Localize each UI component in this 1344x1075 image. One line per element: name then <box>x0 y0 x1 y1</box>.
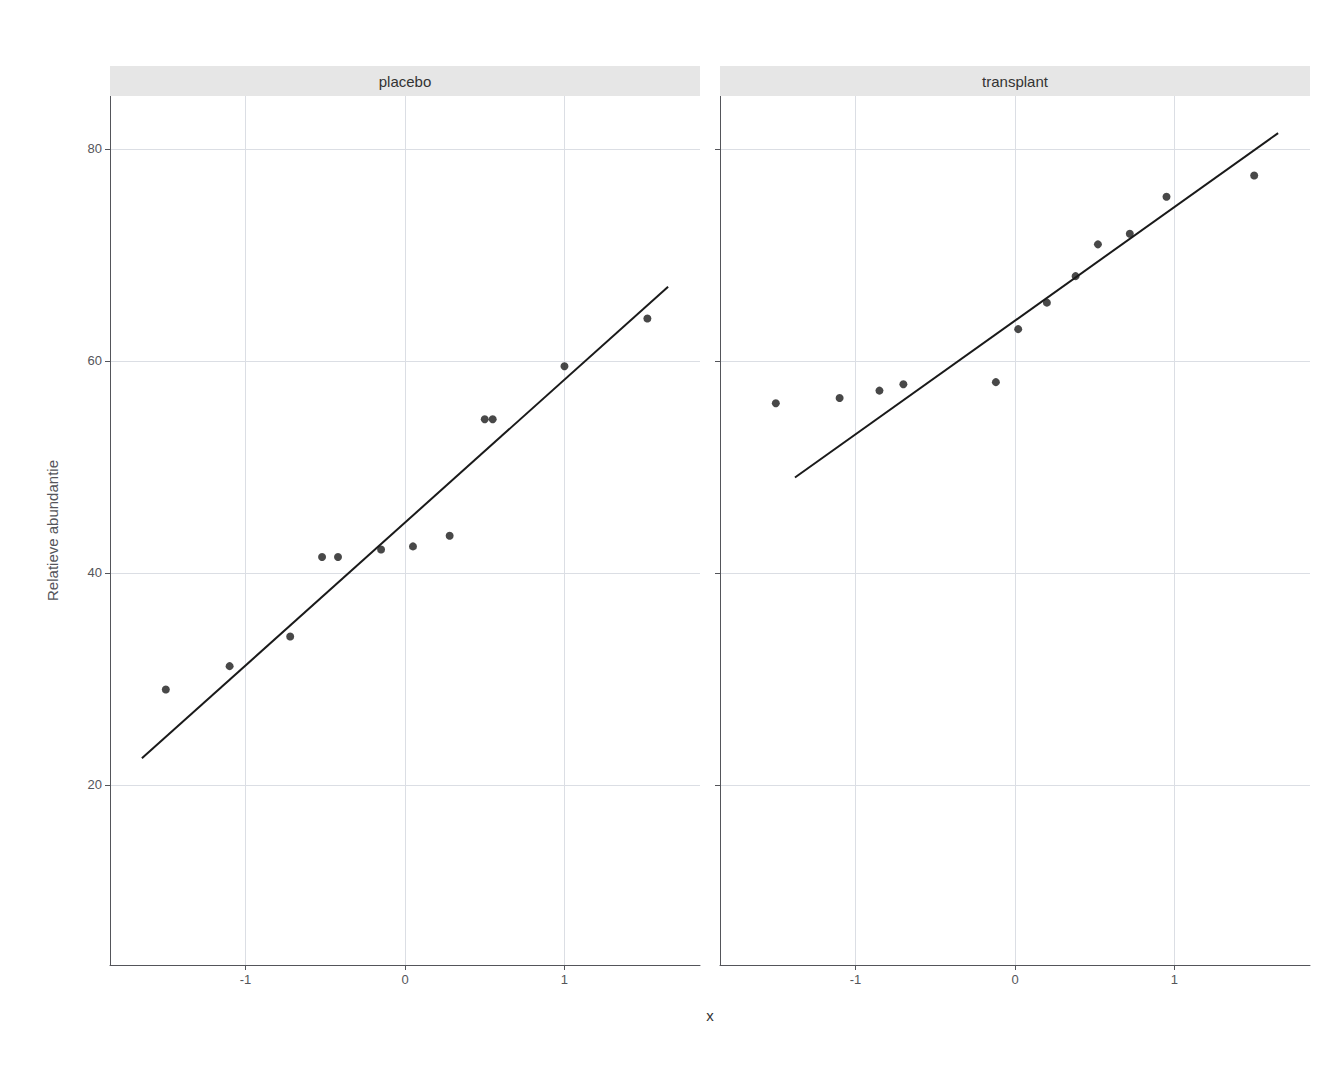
svg-text:Relatieve abundantie: Relatieve abundantie <box>44 460 61 601</box>
svg-text:1: 1 <box>1171 972 1178 987</box>
svg-text:1: 1 <box>561 972 568 987</box>
svg-text:transplant: transplant <box>982 73 1049 90</box>
svg-text:80: 80 <box>88 141 102 156</box>
svg-text:60: 60 <box>88 353 102 368</box>
svg-text:placebo: placebo <box>379 73 432 90</box>
svg-text:-1: -1 <box>240 972 252 987</box>
svg-text:x: x <box>706 1007 714 1024</box>
svg-text:40: 40 <box>88 565 102 580</box>
svg-text:0: 0 <box>401 972 408 987</box>
svg-text:0: 0 <box>1011 972 1018 987</box>
svg-text:-1: -1 <box>850 972 862 987</box>
svg-text:20: 20 <box>88 777 102 792</box>
